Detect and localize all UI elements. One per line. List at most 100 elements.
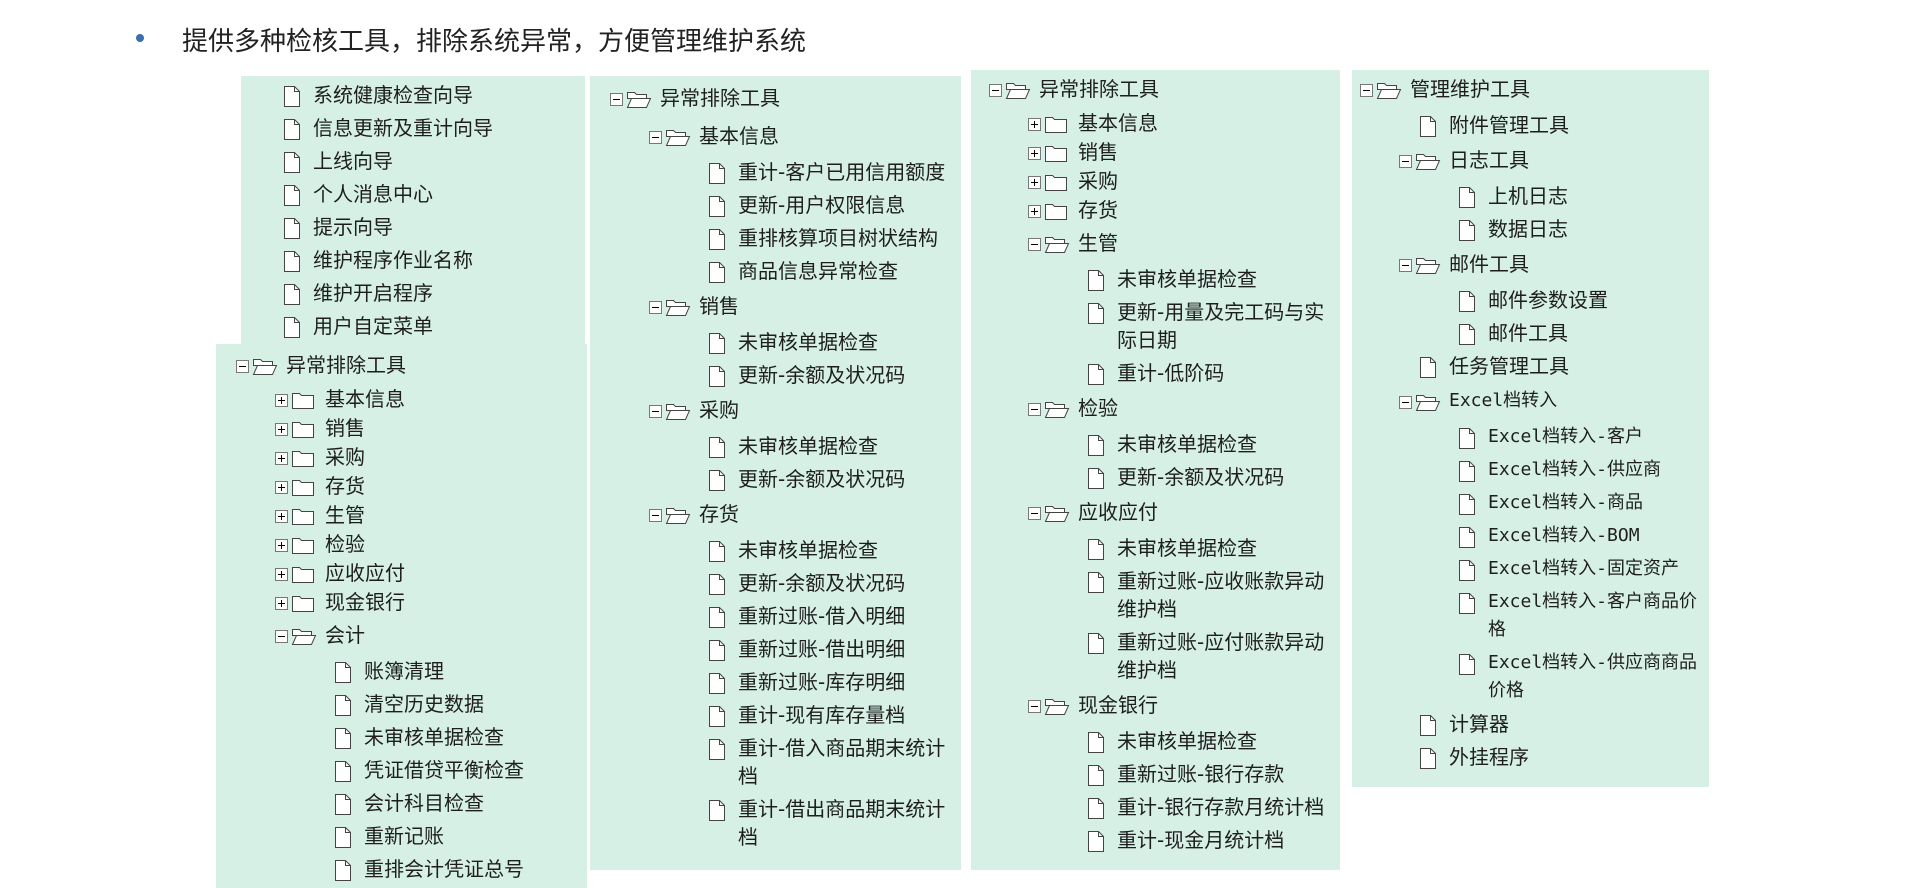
tree-item[interactable]: 信息更新及重计向导 — [241, 111, 579, 144]
tree-item[interactable]: 重计-银行存款月统计档 — [971, 790, 1334, 823]
tree-item[interactable]: 生管 — [971, 224, 1334, 262]
tree-item[interactable]: Excel档转入-客户商品价格 — [1352, 585, 1703, 646]
tree-item[interactable]: 检验 — [971, 389, 1334, 427]
tree-item[interactable]: 维护程序作业名称 — [241, 243, 579, 276]
tree-label: 会计 — [325, 623, 365, 647]
tree-item[interactable]: 更新-用量及完工码与实际日期 — [971, 295, 1334, 356]
tree-item[interactable]: 会计科目检查 — [216, 786, 581, 819]
tree-item[interactable]: 重新过账-应付账款异动维护档 — [971, 625, 1334, 686]
tree-item[interactable]: 账簿清理 — [216, 654, 581, 687]
tree-item[interactable]: 重计-低阶码 — [971, 356, 1334, 389]
tree-item[interactable]: 采购 — [216, 442, 581, 471]
tree-item[interactable]: 数据日志 — [1352, 212, 1703, 245]
tree-item[interactable]: 日志工具 — [1352, 141, 1703, 179]
tree-label: Excel档转入 — [1449, 390, 1558, 411]
tree-item[interactable]: 重计-现有库存量档 — [590, 698, 955, 731]
tree-item[interactable]: 重新过账-借出明细 — [590, 632, 955, 665]
tree-label: 邮件工具 — [1449, 252, 1529, 276]
tree-item[interactable]: 邮件工具 — [1352, 316, 1703, 349]
tree-label: Excel档转入-BOM — [1488, 524, 1640, 546]
tree-item[interactable]: 现金银行 — [216, 587, 581, 616]
tree-item[interactable]: 外挂程序 — [1352, 740, 1703, 773]
tree-item[interactable]: 应收应付 — [216, 558, 581, 587]
tree-item[interactable]: 存货 — [971, 195, 1334, 224]
tree-item[interactable]: 附件管理工具 — [1352, 108, 1703, 141]
tree-item[interactable]: 维护开启程序 — [241, 276, 579, 309]
tree-item[interactable]: Excel档转入-商品 — [1352, 486, 1703, 519]
tree-item[interactable]: 重新过账-银行存款 — [971, 757, 1334, 790]
tree-item[interactable]: 重计-借出商品期末统计档 — [590, 792, 955, 853]
tree-item[interactable]: Excel档转入-供应商商品价格 — [1352, 646, 1703, 707]
tree-item[interactable]: 异常排除工具 — [216, 346, 581, 384]
tree-item[interactable]: 重排核算项目树状结构 — [590, 221, 955, 254]
tree-item[interactable]: 生管 — [216, 500, 581, 529]
tree-item[interactable]: 现金银行 — [971, 686, 1334, 724]
tree-item[interactable]: 异常排除工具 — [971, 70, 1334, 108]
tree-item[interactable]: 销售 — [590, 287, 955, 325]
tree-item[interactable]: 存货 — [216, 471, 581, 500]
tree-item[interactable]: 未审核单据检查 — [590, 325, 955, 358]
tree-item[interactable]: 检验 — [216, 529, 581, 558]
tree-item[interactable]: 重计-客户已用信用额度 — [590, 155, 955, 188]
tree-item[interactable]: 个人消息中心 — [241, 177, 579, 210]
tree-item[interactable]: Excel档转入 — [1352, 382, 1703, 420]
tree-item[interactable]: 基本信息 — [971, 108, 1334, 137]
tree-item[interactable]: 基本信息 — [590, 117, 955, 155]
tree-item[interactable]: 清空历史数据 — [216, 687, 581, 720]
tree-item[interactable]: 重新过账-应收账款异动维护档 — [971, 564, 1334, 625]
tree-item[interactable]: 未审核单据检查 — [590, 429, 955, 462]
tree-item[interactable]: 异常排除工具 — [590, 79, 955, 117]
tree-item[interactable]: 上机日志 — [1352, 179, 1703, 212]
tree-item[interactable]: 重新过账-库存明细 — [590, 665, 955, 698]
tree-item[interactable]: 重新记账 — [216, 819, 581, 852]
file-icon — [709, 228, 725, 250]
tree-label: 更新-余额及状况码 — [738, 570, 906, 595]
tree-item[interactable]: 邮件参数设置 — [1352, 283, 1703, 316]
tree-item[interactable]: 未审核单据检查 — [971, 724, 1334, 757]
tree-item[interactable]: 更新-用户权限信息 — [590, 188, 955, 221]
tree-item[interactable]: 计算器 — [1352, 707, 1703, 740]
tree-item[interactable]: 商品信息异常检查 — [590, 254, 955, 287]
tree-item[interactable]: 未审核单据检查 — [971, 427, 1334, 460]
tree-item[interactable]: 重排会计凭证总号 — [216, 852, 581, 885]
tree-item[interactable]: 重新过账-借入明细 — [590, 599, 955, 632]
tree-item[interactable]: 未审核单据检查 — [590, 533, 955, 566]
tree-item[interactable]: 应收应付 — [971, 493, 1334, 531]
tree-item[interactable]: 提示向导 — [241, 210, 579, 243]
tree-item[interactable]: 采购 — [971, 166, 1334, 195]
tree-item[interactable]: 上线向导 — [241, 144, 579, 177]
tree-item[interactable]: 重计-现金月统计档 — [971, 823, 1334, 856]
tree-item[interactable]: 未审核单据检查 — [216, 720, 581, 753]
tree-item[interactable]: 用户自定菜单 — [241, 309, 579, 342]
tree-item[interactable]: 更新-余额及状况码 — [590, 462, 955, 495]
tree-item[interactable]: Excel档转入-BOM — [1352, 519, 1703, 552]
file-icon — [709, 639, 725, 661]
tree-item[interactable]: 基本信息 — [216, 384, 581, 413]
tree-item[interactable]: 凭证借贷平衡检查 — [216, 753, 581, 786]
tree-label: 重计-客户已用信用额度 — [738, 159, 946, 184]
tree-item[interactable]: 销售 — [971, 137, 1334, 166]
tree-item[interactable]: 销售 — [216, 413, 581, 442]
tree-item[interactable]: 重计-借入商品期末统计档 — [590, 731, 955, 792]
tree-item[interactable]: 采购 — [590, 391, 955, 429]
tree-label: 维护开启程序 — [313, 280, 433, 305]
tree-item[interactable]: 系统健康检查向导 — [241, 78, 579, 111]
tree-item[interactable]: Excel档转入-固定资产 — [1352, 552, 1703, 585]
tree-item[interactable]: 任务管理工具 — [1352, 349, 1703, 382]
tree-item[interactable]: 管理维护工具 — [1352, 70, 1703, 108]
folder-icon — [275, 629, 317, 645]
tree-item[interactable]: Excel档转入-客户 — [1352, 420, 1703, 453]
tree-item[interactable]: 未审核单据检查 — [971, 262, 1334, 295]
tree-label: 重计-低阶码 — [1117, 360, 1225, 385]
tree-item[interactable]: 更新-余额及状况码 — [590, 566, 955, 599]
tree-item[interactable]: 会计 — [216, 616, 581, 654]
tree-item[interactable]: 邮件工具 — [1352, 245, 1703, 283]
tree-item[interactable]: Excel档转入-供应商 — [1352, 453, 1703, 486]
tree-item[interactable]: 更新-余额及状况码 — [971, 460, 1334, 493]
tree-item[interactable]: 未审核单据检查 — [971, 531, 1334, 564]
tree-label: 重新过账-银行存款 — [1117, 761, 1285, 786]
tree-item[interactable]: 更新-余额及状况码 — [590, 358, 955, 391]
tree-label: 采购 — [325, 444, 365, 469]
tree-item[interactable]: 存货 — [590, 495, 955, 533]
